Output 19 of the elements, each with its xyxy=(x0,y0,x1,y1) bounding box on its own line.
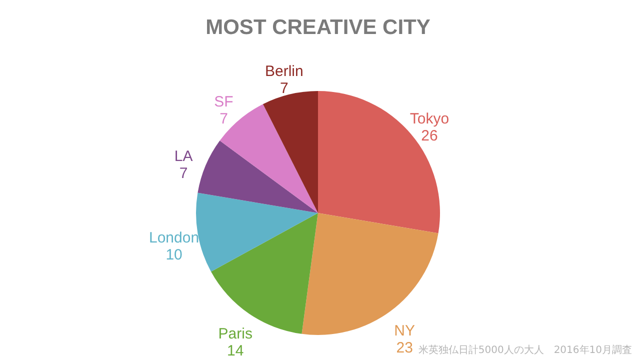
slice-label: London xyxy=(149,229,200,246)
slice-label: NY xyxy=(394,322,416,340)
slice-label: Paris xyxy=(218,325,252,342)
slice-label: Tokyo xyxy=(410,110,450,128)
slice-label: Berlin xyxy=(264,62,304,80)
data-label: 10 xyxy=(166,246,182,264)
pie-slice xyxy=(262,91,318,213)
text: 米英独仏日計5000人の大人 2016年10月調査 xyxy=(418,344,632,356)
pie-slice xyxy=(198,140,318,213)
slice-label: LA xyxy=(174,148,193,166)
chart-title: MOST CREATIVE CITY xyxy=(206,16,430,39)
data-label: 7 xyxy=(220,110,228,128)
data-label: 7 xyxy=(280,80,288,97)
data-label: 14 xyxy=(227,342,244,360)
slice-label: SF xyxy=(214,94,234,111)
data-label: 26 xyxy=(421,128,438,145)
data-label: 7 xyxy=(179,165,188,182)
data-label: 23 xyxy=(396,340,413,357)
pie-slice xyxy=(302,213,438,335)
